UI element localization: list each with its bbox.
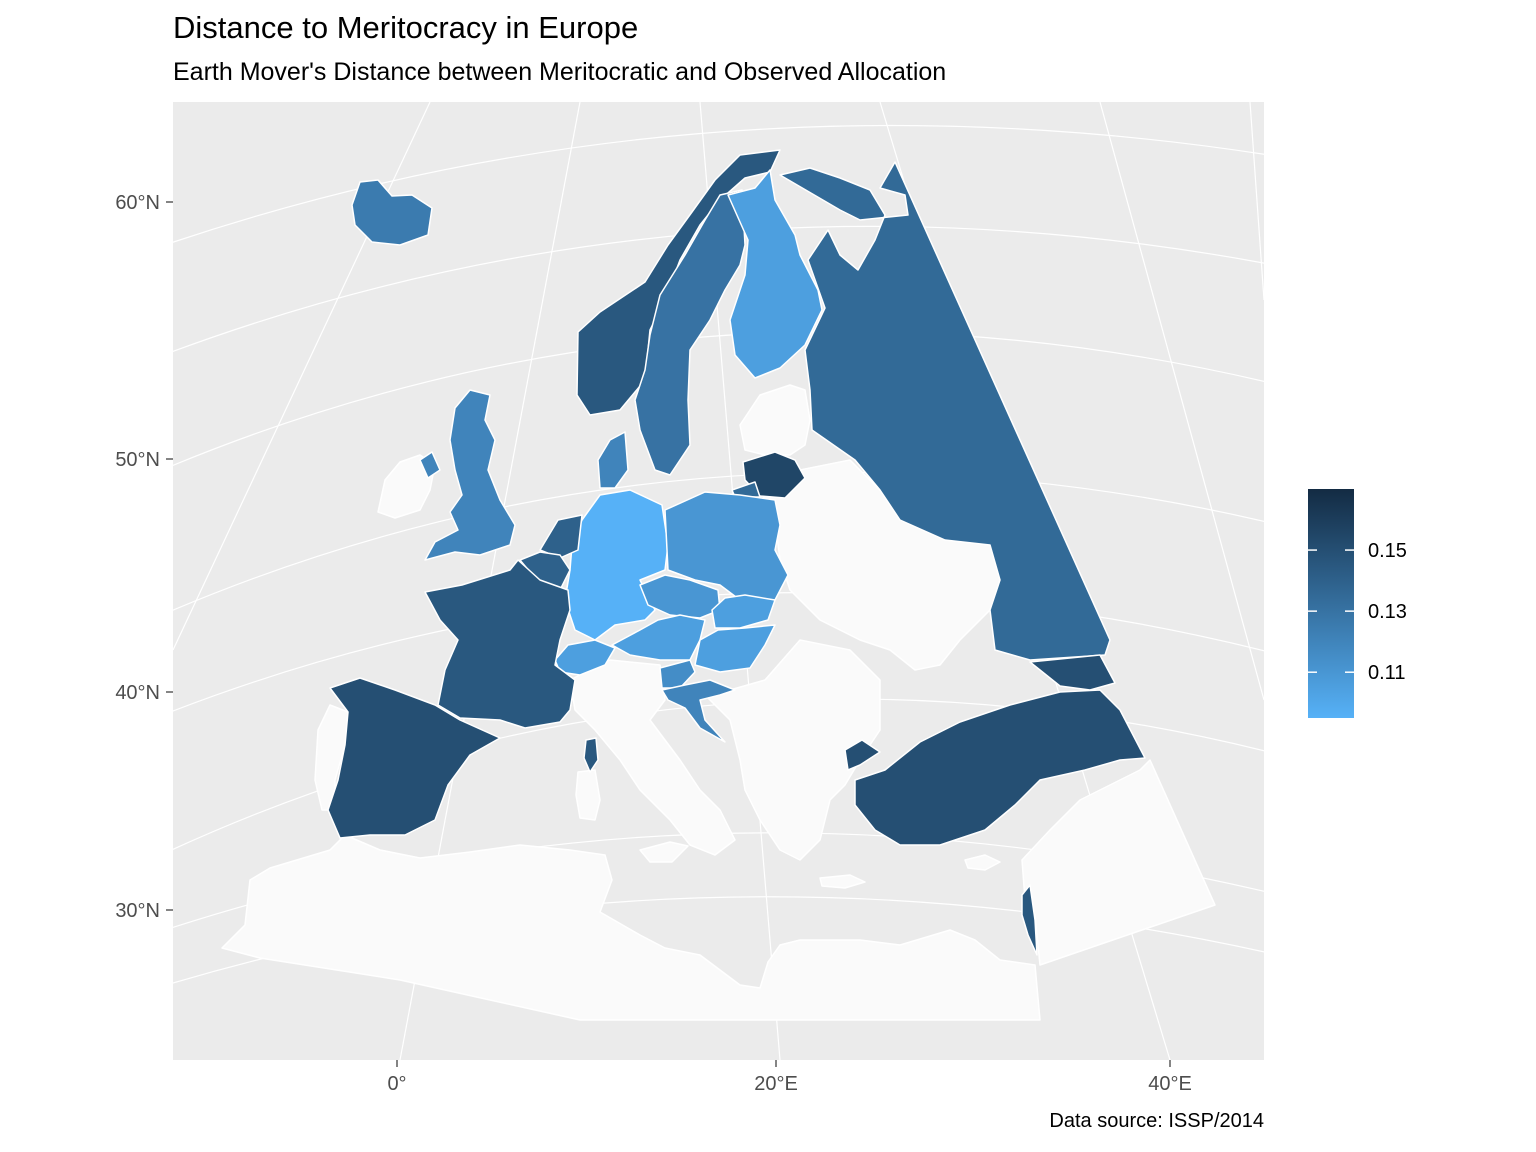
country-hungary — [694, 624, 776, 673]
region-sardinia — [575, 769, 601, 821]
region-crete — [819, 874, 866, 889]
lon-tick-label: 20°E — [754, 1073, 798, 1095]
country-slovenia — [659, 659, 696, 689]
latitude-axis: 60°N 50°N 40°N 30°N — [115, 192, 173, 922]
legend-tick-label: 0.13 — [1368, 601, 1407, 623]
country-denmark — [597, 431, 629, 489]
legend-tick-label: 0.15 — [1368, 540, 1407, 562]
legend-tick-label: 0.11 — [1368, 662, 1405, 684]
lat-tick-label: 30°N — [115, 900, 160, 922]
country-turkey — [844, 689, 1146, 846]
country-georgia — [1029, 654, 1116, 691]
country-poland — [664, 491, 789, 601]
country-uk — [419, 389, 516, 561]
region-balkans — [699, 639, 881, 861]
country-spain — [327, 677, 501, 839]
country-croatia — [661, 679, 736, 743]
country-iceland — [351, 179, 433, 246]
country-sweden — [634, 189, 746, 476]
data-source-caption: Data source: ISSP/2014 — [1049, 1110, 1264, 1132]
country-israel — [1021, 884, 1038, 956]
map-title: Distance to Meritocracy in Europe — [173, 10, 639, 45]
lat-tick-label: 50°N — [115, 449, 160, 471]
longitude-axis: 0° 20°E 40°E — [387, 1060, 1192, 1095]
region-sicily — [639, 841, 689, 863]
country-lithuania — [742, 451, 806, 499]
region-north-africa — [221, 834, 1041, 1021]
country-russia — [779, 161, 1111, 661]
lat-tick-label: 40°N — [115, 682, 160, 704]
lon-tick-label: 40°E — [1148, 1073, 1192, 1095]
map-subtitle: Earth Mover's Distance between Meritocra… — [173, 58, 947, 86]
country-france — [424, 559, 576, 729]
lat-tick-label: 60°N — [115, 192, 160, 214]
region-cyprus — [964, 854, 1001, 871]
legend: 0.11 0.13 0.15 — [1308, 489, 1407, 718]
country-corsica — [583, 737, 599, 773]
region-portugal — [314, 704, 349, 811]
country-austria — [611, 614, 706, 661]
country-finland — [727, 169, 823, 379]
region-baltics — [739, 384, 811, 456]
legend-colorbar — [1308, 489, 1354, 718]
country-slovakia — [711, 594, 776, 629]
lon-tick-label: 0° — [387, 1073, 406, 1095]
country-germany — [564, 489, 669, 641]
country-norway — [576, 149, 781, 416]
